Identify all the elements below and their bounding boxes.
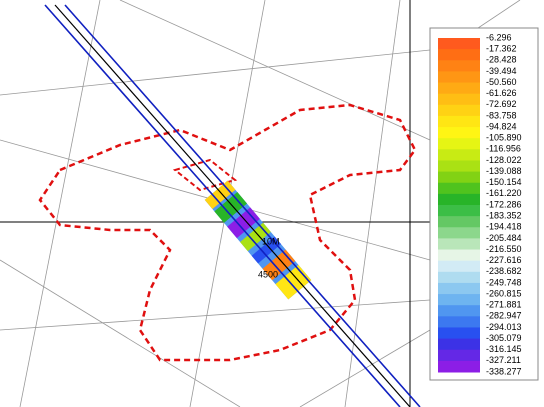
legend-swatch — [438, 104, 480, 117]
legend-swatch — [438, 71, 480, 84]
legend-label: -216.550 — [486, 244, 522, 254]
legend-swatch — [438, 316, 480, 328]
legend-label: -17.362 — [486, 44, 517, 54]
legend-swatch — [438, 216, 480, 228]
legend-label: -260.815 — [486, 288, 522, 298]
legend-swatch — [438, 338, 480, 351]
legend-swatch — [438, 360, 480, 373]
legend-label: -316.145 — [486, 344, 522, 354]
legend-swatch — [438, 182, 480, 195]
legend-label: -294.013 — [486, 322, 522, 332]
legend-swatch — [438, 82, 480, 95]
legend-label: -305.079 — [486, 333, 522, 343]
legend-label: -6.296 — [486, 32, 512, 42]
legend-swatch — [438, 271, 480, 284]
legend-swatch — [438, 160, 480, 173]
legend-swatch — [438, 149, 480, 161]
legend-swatch — [438, 115, 480, 128]
legend-label: -338.277 — [486, 366, 522, 376]
legend-swatch — [438, 205, 480, 217]
legend-swatch — [438, 282, 480, 295]
legend-label: -28.428 — [486, 55, 517, 65]
legend-label: -39.494 — [486, 66, 517, 76]
legend-swatch — [438, 93, 480, 106]
legend-label: -172.286 — [486, 199, 522, 209]
legend-label: -238.682 — [486, 266, 522, 276]
legend-swatch — [438, 249, 480, 262]
legend-swatch — [438, 305, 480, 317]
legend-label: -94.824 — [486, 121, 517, 131]
boundary — [172, 158, 238, 192]
legend-swatch — [438, 260, 480, 273]
legend-label: -194.418 — [486, 222, 522, 232]
legend-label: -128.022 — [486, 155, 522, 165]
legend-swatch — [438, 171, 480, 184]
survey-line — [44, 4, 421, 407]
legend-label: -327.211 — [486, 355, 521, 365]
legend-label: -139.088 — [486, 166, 522, 176]
legend-swatch — [438, 238, 480, 251]
boundary — [38, 103, 417, 362]
legend-label: -105.890 — [486, 133, 522, 143]
legend-label: -150.154 — [486, 177, 522, 187]
legend-label: -161.220 — [486, 188, 522, 198]
legend-swatch — [438, 294, 480, 306]
legend-swatch — [438, 38, 480, 50]
legend-label: -271.881 — [486, 300, 522, 310]
legend-swatch — [438, 127, 480, 139]
legend-swatch — [438, 138, 480, 150]
legend-swatch — [438, 227, 480, 239]
legend-label: -50.560 — [486, 77, 517, 87]
legend-swatch — [438, 349, 480, 362]
legend-swatch — [438, 327, 480, 340]
legend-label: -61.626 — [486, 88, 517, 98]
map-label: 4500 — [258, 269, 278, 279]
legend-label: -205.484 — [486, 233, 522, 243]
legend-swatch — [438, 193, 480, 206]
legend-label: -116.956 — [486, 144, 521, 154]
legend-label: -282.947 — [486, 311, 522, 321]
legend-label: -183.352 — [486, 211, 522, 221]
legend-label: -249.748 — [486, 277, 522, 287]
legend-label: -83.758 — [486, 110, 517, 120]
legend-swatch — [438, 49, 480, 61]
legend-label: -227.616 — [486, 255, 522, 265]
legend-swatch — [438, 60, 480, 72]
legend: -6.296 -17.362-28.428-39.494-50.560-61.62… — [438, 32, 522, 376]
legend-label: -72.692 — [486, 99, 517, 109]
map-label: 10M — [262, 236, 280, 246]
